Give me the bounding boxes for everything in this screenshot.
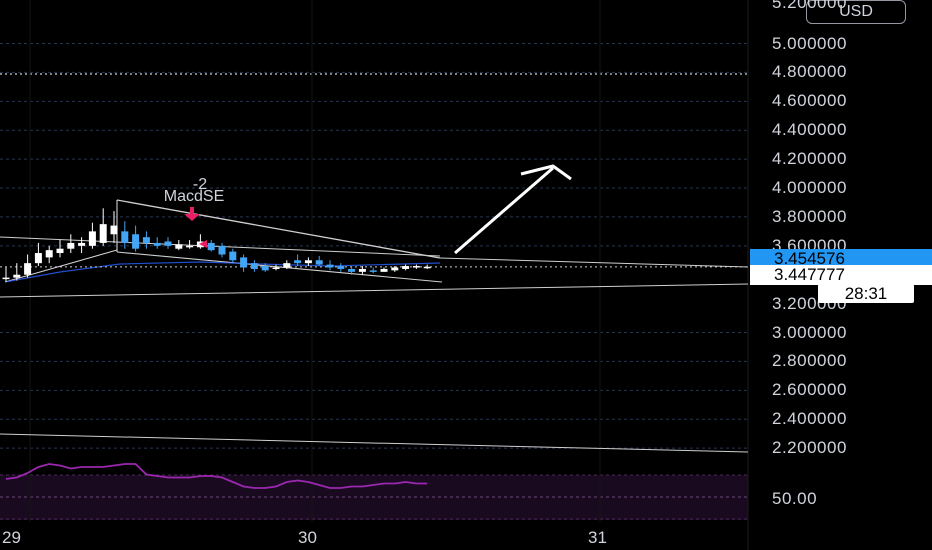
signal-arrow-stem <box>190 207 194 215</box>
price-axis-label: 3.000000 <box>772 322 847 342</box>
date-label-30: 30 <box>298 528 317 547</box>
candle-body <box>121 231 129 243</box>
candle-body <box>261 266 269 271</box>
candle-body <box>402 266 410 269</box>
price-axis-label: 4.600000 <box>772 91 847 111</box>
candle-body <box>294 260 302 264</box>
candle-body <box>164 241 172 246</box>
secondary-price-badge: 3.447777 <box>750 265 932 285</box>
projection-line <box>439 257 749 268</box>
candle-body <box>78 242 86 246</box>
rsi-line <box>5 463 428 489</box>
candle-body <box>175 244 183 249</box>
price-axis-label: 4.400000 <box>772 120 847 140</box>
support-line <box>0 283 749 298</box>
price-axis-label: 2.600000 <box>772 380 847 400</box>
candle-body <box>186 245 194 248</box>
projection-arrow <box>454 166 554 255</box>
candle-body <box>240 257 248 268</box>
candle-body <box>207 242 215 251</box>
projection-arrow-head <box>520 164 572 181</box>
rsi-level-label: 50.00 <box>772 489 818 508</box>
wedge-top-line <box>116 199 441 259</box>
candle-body <box>369 270 377 272</box>
signal-name: MacdSE <box>163 188 225 205</box>
price-axis-label: 4.000000 <box>772 178 847 198</box>
price-axis-label: 4.200000 <box>772 149 847 169</box>
candle-body <box>337 266 345 269</box>
candle-body <box>132 234 140 249</box>
candle-body <box>315 260 323 265</box>
date-label-31: 31 <box>588 528 607 547</box>
candle-body <box>304 260 312 264</box>
candle-body <box>412 266 420 268</box>
candle-body <box>380 268 388 272</box>
countdown-badge: 28:31 <box>818 284 914 303</box>
price-axis-label: 2.800000 <box>772 351 847 371</box>
candle-body <box>391 267 399 271</box>
candle-body <box>34 253 42 264</box>
wedge-bottom-line <box>116 251 443 283</box>
candle-body <box>142 237 150 243</box>
candle-body <box>67 242 75 249</box>
date-label-29: 29 <box>2 528 21 547</box>
current-price-badge: 3.454576 <box>750 249 932 269</box>
price-axis-label: 2.400000 <box>772 409 847 429</box>
price-axis-label-top: 5.200000 <box>772 0 847 12</box>
candle-body <box>326 264 334 268</box>
candle-body <box>110 225 118 235</box>
candle-body <box>229 251 237 261</box>
signal-marker <box>199 240 207 248</box>
moving-average-line <box>4 261 441 283</box>
candle-body <box>272 267 280 269</box>
candle-body <box>218 245 226 255</box>
candle-body <box>2 277 10 280</box>
signal-value: -2 <box>192 176 208 193</box>
candle-body <box>88 231 96 246</box>
long-trend-line <box>0 433 749 453</box>
currency-selector[interactable]: USD <box>806 0 906 24</box>
candle-body <box>13 274 21 278</box>
candle-body <box>153 242 161 246</box>
price-axis-label: 2.200000 <box>772 438 847 458</box>
price-axis-label: 4.800000 <box>772 62 847 82</box>
candle-body <box>45 250 53 258</box>
price-axis-label: 5.000000 <box>772 33 847 53</box>
candle-body <box>56 248 64 254</box>
candle-body <box>250 263 258 269</box>
signal-arrow-head <box>184 214 200 221</box>
candle-body <box>348 268 356 272</box>
wedge-left-line <box>4 249 118 283</box>
candle-body <box>24 263 32 275</box>
price-axis-label: 3.800000 <box>772 206 847 226</box>
candle-body <box>283 263 291 268</box>
candle-body <box>423 266 431 269</box>
candle-body <box>358 268 366 272</box>
candle-body <box>99 224 107 243</box>
